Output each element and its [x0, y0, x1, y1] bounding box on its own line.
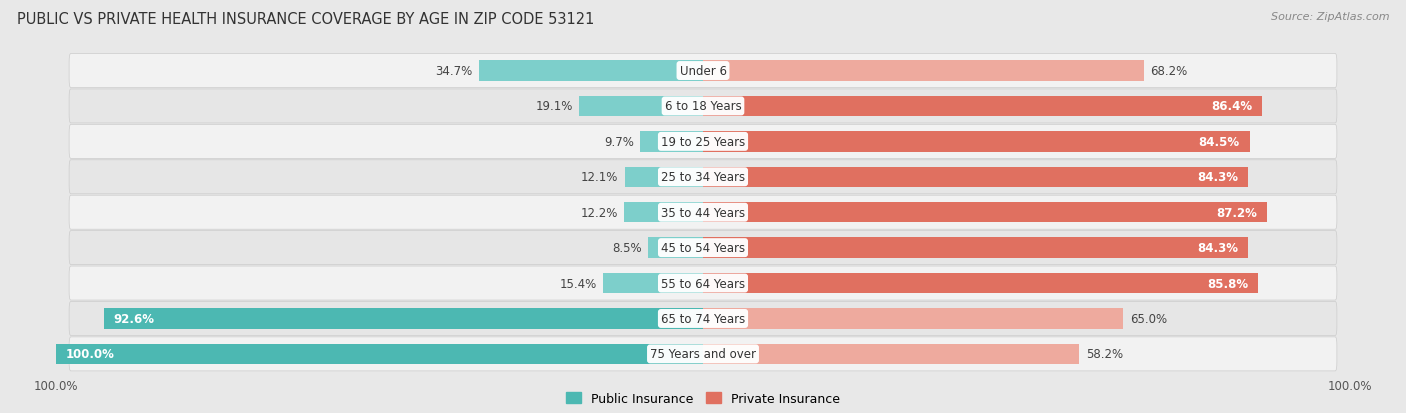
Bar [703, 273, 1258, 294]
FancyBboxPatch shape [69, 55, 1337, 88]
Text: 8.5%: 8.5% [612, 242, 641, 254]
Bar [703, 132, 1250, 152]
Text: 65.0%: 65.0% [1130, 312, 1167, 325]
FancyBboxPatch shape [69, 160, 1337, 195]
Bar [703, 61, 1144, 82]
Text: 86.4%: 86.4% [1211, 100, 1253, 113]
Text: 100.0%: 100.0% [66, 348, 115, 361]
FancyBboxPatch shape [69, 266, 1337, 300]
Bar [579, 97, 703, 117]
Text: Under 6: Under 6 [679, 65, 727, 78]
Bar [104, 309, 703, 329]
Text: 15.4%: 15.4% [560, 277, 598, 290]
Text: 12.2%: 12.2% [581, 206, 617, 219]
Bar [478, 61, 703, 82]
FancyBboxPatch shape [69, 90, 1337, 123]
Text: PUBLIC VS PRIVATE HEALTH INSURANCE COVERAGE BY AGE IN ZIP CODE 53121: PUBLIC VS PRIVATE HEALTH INSURANCE COVER… [17, 12, 595, 27]
Text: 25 to 34 Years: 25 to 34 Years [661, 171, 745, 184]
Text: 84.3%: 84.3% [1198, 171, 1239, 184]
Bar [703, 167, 1249, 188]
Text: 92.6%: 92.6% [114, 312, 155, 325]
Bar [703, 97, 1261, 117]
Text: 84.5%: 84.5% [1199, 135, 1240, 149]
Text: 75 Years and over: 75 Years and over [650, 348, 756, 361]
Text: 9.7%: 9.7% [605, 135, 634, 149]
Text: 58.2%: 58.2% [1085, 348, 1123, 361]
Bar [703, 238, 1249, 258]
FancyBboxPatch shape [69, 196, 1337, 230]
Bar [603, 273, 703, 294]
FancyBboxPatch shape [69, 337, 1337, 371]
FancyBboxPatch shape [69, 302, 1337, 336]
Text: 68.2%: 68.2% [1150, 65, 1188, 78]
Text: Source: ZipAtlas.com: Source: ZipAtlas.com [1271, 12, 1389, 22]
Text: 35 to 44 Years: 35 to 44 Years [661, 206, 745, 219]
Bar [624, 167, 703, 188]
Text: 12.1%: 12.1% [581, 171, 619, 184]
Text: 45 to 54 Years: 45 to 54 Years [661, 242, 745, 254]
Text: 6 to 18 Years: 6 to 18 Years [665, 100, 741, 113]
Text: 19.1%: 19.1% [536, 100, 574, 113]
Bar [648, 238, 703, 258]
Text: 84.3%: 84.3% [1198, 242, 1239, 254]
Bar [56, 344, 703, 364]
Text: 34.7%: 34.7% [434, 65, 472, 78]
Legend: Public Insurance, Private Insurance: Public Insurance, Private Insurance [561, 387, 845, 410]
Text: 55 to 64 Years: 55 to 64 Years [661, 277, 745, 290]
Text: 19 to 25 Years: 19 to 25 Years [661, 135, 745, 149]
FancyBboxPatch shape [69, 231, 1337, 265]
Text: 85.8%: 85.8% [1208, 277, 1249, 290]
FancyBboxPatch shape [69, 125, 1337, 159]
Bar [640, 132, 703, 152]
Bar [624, 202, 703, 223]
Text: 87.2%: 87.2% [1216, 206, 1257, 219]
Bar [703, 309, 1123, 329]
Text: 65 to 74 Years: 65 to 74 Years [661, 312, 745, 325]
Bar [703, 344, 1080, 364]
Bar [703, 202, 1267, 223]
